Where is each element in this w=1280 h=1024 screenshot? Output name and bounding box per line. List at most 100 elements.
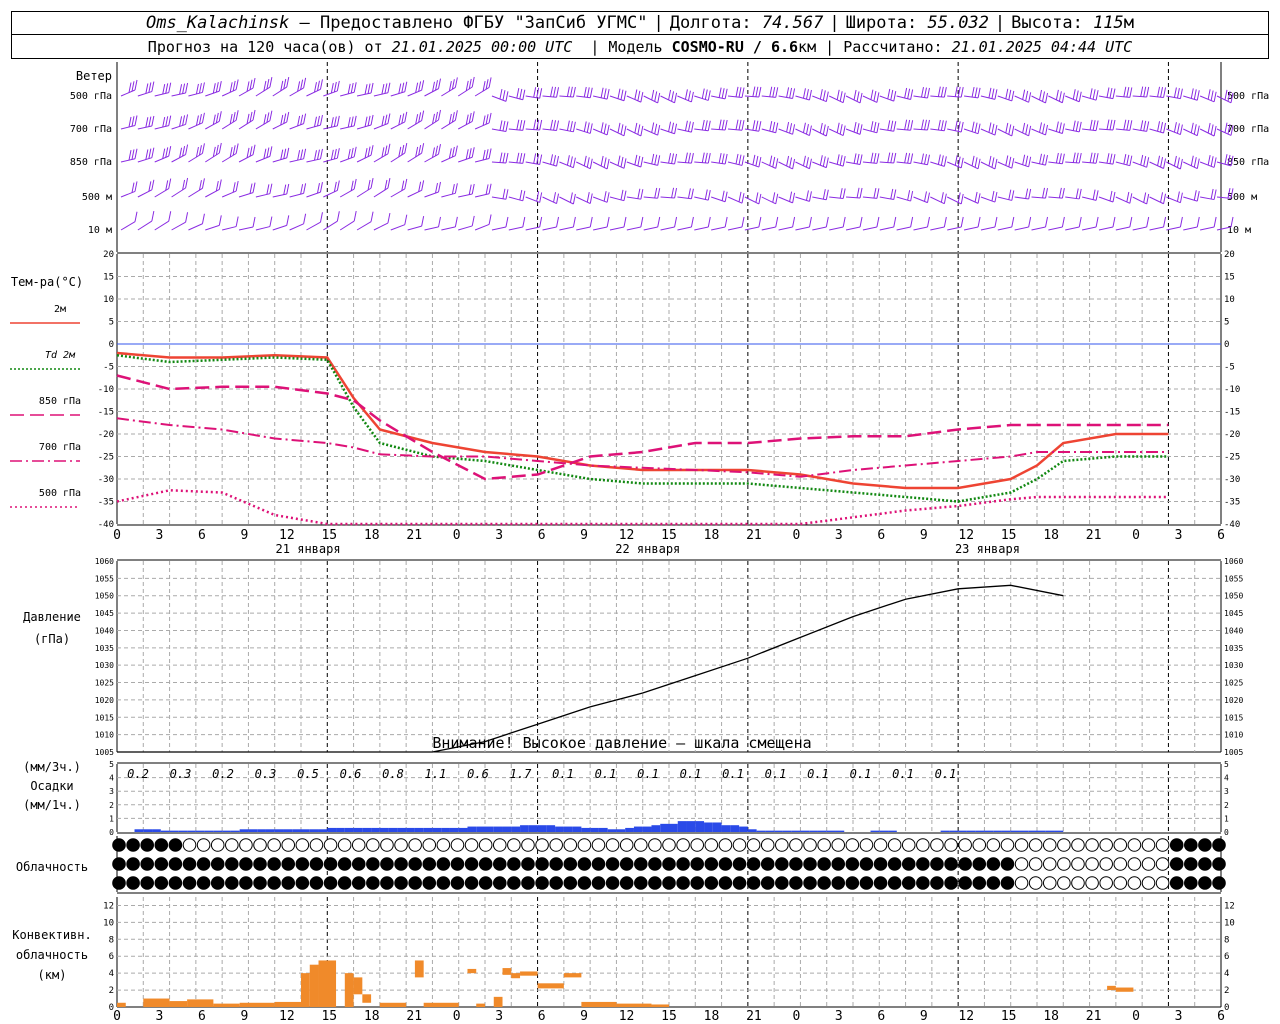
wind-barb-feather (168, 115, 172, 126)
wind-barb-feather (792, 124, 796, 135)
wind-barb-feather (1011, 125, 1015, 137)
wind-barb-shaft (1115, 128, 1130, 131)
wind-barb-feather (674, 187, 678, 199)
wind-barb-shaft (1199, 128, 1215, 137)
precip-bar (423, 827, 433, 832)
wind-barb-feather (704, 89, 708, 100)
prec-ytick-left: 0 (109, 828, 114, 837)
wind-barb-shaft (373, 123, 389, 130)
wind-barb-feather (943, 87, 947, 98)
precip-bar (555, 826, 564, 832)
wind-barb-shaft (491, 95, 507, 102)
wind-barb-feather (218, 215, 222, 226)
wind-barb-feather (690, 153, 694, 164)
wind-barb-feather (991, 123, 995, 134)
cloud-symbol (986, 857, 1001, 871)
wind-barb-feather (381, 115, 385, 126)
wind-barb-shaft (205, 189, 220, 198)
cloud-symbol (1057, 857, 1071, 871)
wind-barb-shaft (1216, 226, 1232, 231)
wind-barb-feather (1173, 155, 1177, 167)
cloud-symbol (704, 876, 719, 890)
wind-barb-feather (758, 216, 762, 228)
wind-barb-shaft (306, 124, 321, 130)
wind-barb-shaft (829, 161, 844, 167)
wind-barb-feather (556, 87, 560, 98)
wind-barb-feather (336, 180, 340, 191)
wind-barb-feather (701, 88, 705, 99)
wind-barb-shaft (1065, 226, 1080, 231)
cloud-symbol (916, 838, 930, 852)
hour-label-bottom: 18 (364, 1009, 380, 1024)
wind-barb-feather (485, 184, 489, 195)
wind-barb-feather (1078, 152, 1082, 164)
temp-legend-label: Td 2м (45, 350, 76, 361)
wind-barb-shaft (862, 128, 878, 134)
wind-barb-feather (1210, 156, 1214, 167)
wind-barb-feather (215, 180, 219, 192)
cloud-symbol (436, 838, 451, 852)
wind-barb-shaft (272, 224, 287, 231)
wind-barb-shaft (356, 154, 372, 163)
wind-barb-feather (364, 148, 368, 159)
wind-barb-feather (454, 145, 458, 156)
wind-barb-feather (1129, 155, 1133, 166)
wind-barb-feather (269, 77, 273, 88)
wind-barb-feather (556, 216, 560, 228)
wind-barb-feather (198, 180, 202, 191)
wind-barb-shaft (323, 90, 338, 97)
precip-bar (511, 826, 521, 832)
day-label: 21 января (276, 542, 341, 556)
wind-barb-feather (249, 183, 253, 194)
wind-barb-shaft (913, 226, 928, 231)
wind-barb-shaft (997, 128, 1013, 137)
wind-barb-feather (822, 90, 826, 101)
wind-barb-feather (1075, 152, 1079, 163)
cloud-symbol (676, 876, 690, 890)
wind-barb-feather (398, 146, 402, 157)
wind-barb-shaft (356, 187, 372, 198)
wind-barb-feather (438, 216, 441, 228)
wind-barb-feather (353, 146, 357, 157)
wind-barb-feather (1160, 157, 1164, 168)
cloud-symbol (126, 838, 140, 852)
wind-barb-feather (1025, 90, 1029, 102)
wind-barb-feather (488, 183, 492, 194)
wind-barb-feather (168, 82, 172, 93)
precip-bar (213, 830, 223, 832)
wind-barb-feather (1112, 88, 1116, 99)
wind-barb-feather (755, 120, 759, 131)
wind-barb-shaft (188, 152, 203, 163)
precip-bar (563, 826, 573, 832)
wind-barb-feather (353, 82, 357, 93)
day-label: 23 января (955, 542, 1020, 556)
wind-barb-feather (637, 90, 641, 101)
precip-bar (975, 830, 985, 832)
wind-barb-feather (772, 86, 776, 98)
wind-barb-shaft (205, 152, 220, 163)
wind-barb-feather (910, 216, 914, 228)
wind-barb-feather (246, 147, 250, 158)
wind-barb-shaft (677, 161, 692, 164)
wind-barb-shaft (1031, 161, 1046, 166)
temp-ytick-left: -30 (98, 475, 114, 485)
wind-barb-shaft (1115, 95, 1130, 98)
cloud-symbol (944, 876, 958, 890)
precip-bar (441, 827, 450, 832)
wind-barb-feather (1106, 153, 1110, 164)
temp-ytick-left: -20 (98, 430, 114, 440)
cloud-symbol (746, 876, 761, 890)
cloud-symbol (789, 876, 803, 890)
wind-barb-feather (1039, 89, 1043, 101)
wind-barb-feather (586, 157, 590, 168)
wind-barb-feather (640, 156, 644, 168)
prec-ytick-left: 1 (109, 814, 114, 823)
wind-barb-feather (148, 148, 152, 159)
conv-bar (301, 973, 310, 1007)
wind-barb-feather (1075, 121, 1079, 132)
wind-barb-feather (404, 81, 408, 92)
wind-barb-shaft (576, 196, 591, 204)
temp-ytick-left: 0 (109, 340, 114, 350)
wind-barb-feather (1008, 189, 1012, 200)
